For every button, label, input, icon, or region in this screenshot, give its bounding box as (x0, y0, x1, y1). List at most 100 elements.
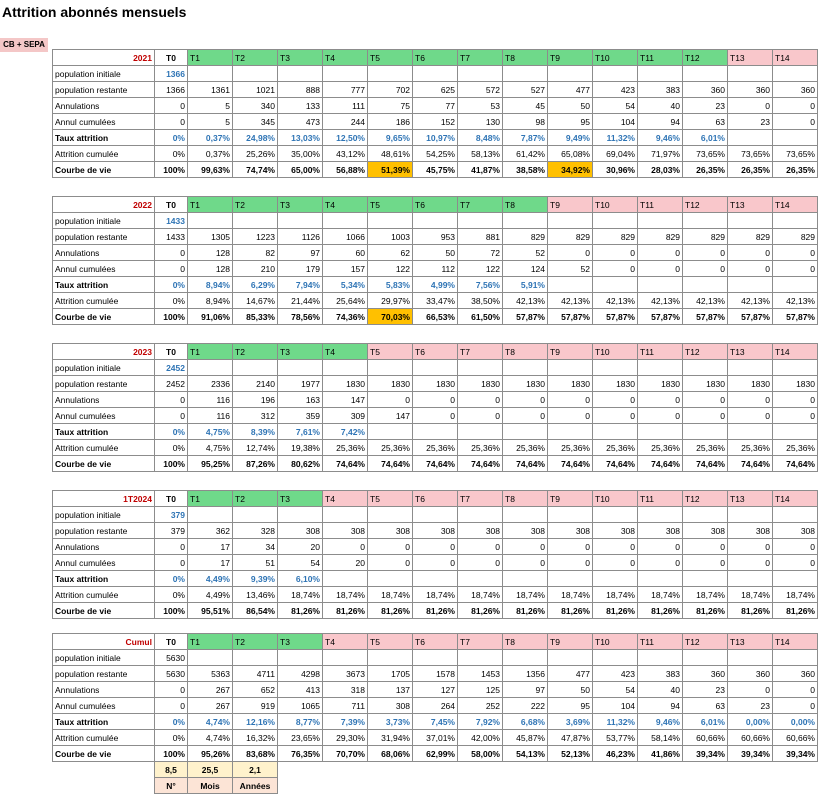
population-restante-row: population restante 2452 2336 2140 1977 1830 1… (52, 375, 818, 392)
value-cell: 124 (502, 260, 548, 277)
value-cell: 1830 (412, 375, 458, 392)
value-cell: 1453 (457, 665, 503, 682)
value-cell: 0 (637, 244, 683, 261)
empty-cell (637, 649, 683, 666)
value-cell: 100% (154, 161, 188, 178)
summary-cell: N° (154, 777, 188, 794)
empty-cell (412, 649, 458, 666)
value-cell: 63 (682, 697, 728, 714)
summary-cell: 25,5 (187, 761, 233, 778)
value-cell: 1830 (502, 375, 548, 392)
period-header-t13: T13 (727, 49, 773, 66)
value-cell: 52 (502, 244, 548, 261)
value-cell: 1830 (772, 375, 818, 392)
period-header-t0: T0 (154, 343, 188, 360)
row-label: Taux attrition (52, 276, 155, 293)
value-cell: 3673 (322, 665, 368, 682)
row-label: Annulations (52, 391, 155, 408)
period-header-t4: T4 (322, 343, 368, 360)
value-cell: 81,26% (457, 602, 503, 619)
value-cell: 25,36% (502, 439, 548, 456)
value-cell: 125 (457, 681, 503, 698)
value-cell: 98 (502, 113, 548, 130)
value-cell: 95,51% (187, 602, 233, 619)
value-cell: 30,96% (592, 161, 638, 178)
value-cell: 133 (277, 97, 323, 114)
value-cell: 58,14% (637, 729, 683, 746)
value-cell: 21,44% (277, 292, 323, 309)
period-header-t2: T2 (232, 343, 278, 360)
value-cell: 147 (367, 407, 413, 424)
value-cell: 83,68% (232, 745, 278, 762)
empty-cell (773, 762, 818, 778)
value-cell: 58,00% (457, 745, 503, 762)
period-header-t10: T10 (592, 196, 638, 213)
population-initiale-value: 1433 (154, 212, 188, 229)
taux-attrition-row: Taux attrition 0% 0,37% 24,98% 13,03% 12,50% 9… (52, 129, 818, 146)
value-cell: 62,99% (412, 745, 458, 762)
period-header-t6: T6 (412, 49, 458, 66)
value-cell: 1977 (277, 375, 323, 392)
value-cell: 7,42% (322, 423, 368, 440)
value-cell: 95,26% (187, 745, 233, 762)
value-cell: 1433 (154, 228, 188, 245)
value-cell: 57,87% (592, 308, 638, 325)
value-cell: 0 (154, 407, 188, 424)
empty-cell (683, 762, 728, 778)
population-initiale-value: 1366 (154, 65, 188, 82)
empty-cell (457, 65, 503, 82)
row-label: Attrition cumulée (52, 586, 155, 603)
value-cell: 66,53% (412, 308, 458, 325)
empty-cell (278, 778, 323, 794)
value-cell: 1830 (637, 375, 683, 392)
value-cell: 61,50% (457, 308, 503, 325)
value-cell: 25,26% (232, 145, 278, 162)
annul-cumulees-row: Annul cumulées 0 267 919 1065 711 308 264 252 222… (52, 697, 818, 714)
value-cell: 312 (232, 407, 278, 424)
value-cell: 340 (232, 97, 278, 114)
row-label: Annulations (52, 97, 155, 114)
value-cell: 18,74% (502, 586, 548, 603)
population-restante-row: population restante 1433 1305 1223 1126 1066 1… (52, 228, 818, 245)
value-cell: 1830 (457, 375, 503, 392)
value-cell: 128 (187, 260, 233, 277)
value-cell: 163 (277, 391, 323, 408)
value-cell: 20 (277, 538, 323, 555)
value-cell: 63 (682, 113, 728, 130)
value-cell: 0 (592, 538, 638, 555)
value-cell: 26,35% (772, 161, 818, 178)
period-header-t12: T12 (682, 343, 728, 360)
value-cell: 81,26% (637, 602, 683, 619)
value-cell: 52,13% (547, 745, 593, 762)
value-cell: 57,87% (772, 308, 818, 325)
value-cell: 829 (637, 228, 683, 245)
empty-cell (367, 649, 413, 666)
value-cell: 5 (187, 113, 233, 130)
value-cell: 0 (457, 407, 503, 424)
value-cell: 57,87% (547, 308, 593, 325)
value-cell: 42,13% (592, 292, 638, 309)
value-cell: 68,06% (367, 745, 413, 762)
value-cell: 0 (772, 113, 818, 130)
value-cell: 23,65% (277, 729, 323, 746)
row-label: Annulations (52, 244, 155, 261)
value-cell (682, 423, 728, 440)
period-header-t14: T14 (772, 196, 818, 213)
value-cell: 18,74% (277, 586, 323, 603)
value-cell: 74,64% (322, 455, 368, 472)
value-cell: 3,73% (367, 713, 413, 730)
value-cell: 308 (277, 522, 323, 539)
period-header-t11: T11 (637, 633, 683, 650)
value-cell: 104 (592, 697, 638, 714)
attrition-table-2021: 2021 T0 T1 T2 T3 T4 T5 T6 T7 T8 T9 T10 T11 T12 T13 T14 p… (52, 49, 818, 178)
value-cell: 0 (592, 391, 638, 408)
empty-cell (413, 778, 458, 794)
value-cell: 0 (154, 538, 188, 555)
value-cell: 72 (457, 244, 503, 261)
empty-cell (187, 212, 233, 229)
value-cell: 0 (367, 391, 413, 408)
row-label: Courbe de vie (52, 308, 155, 325)
value-cell: 362 (187, 522, 233, 539)
value-cell: 20 (322, 554, 368, 571)
empty-cell (412, 359, 458, 376)
